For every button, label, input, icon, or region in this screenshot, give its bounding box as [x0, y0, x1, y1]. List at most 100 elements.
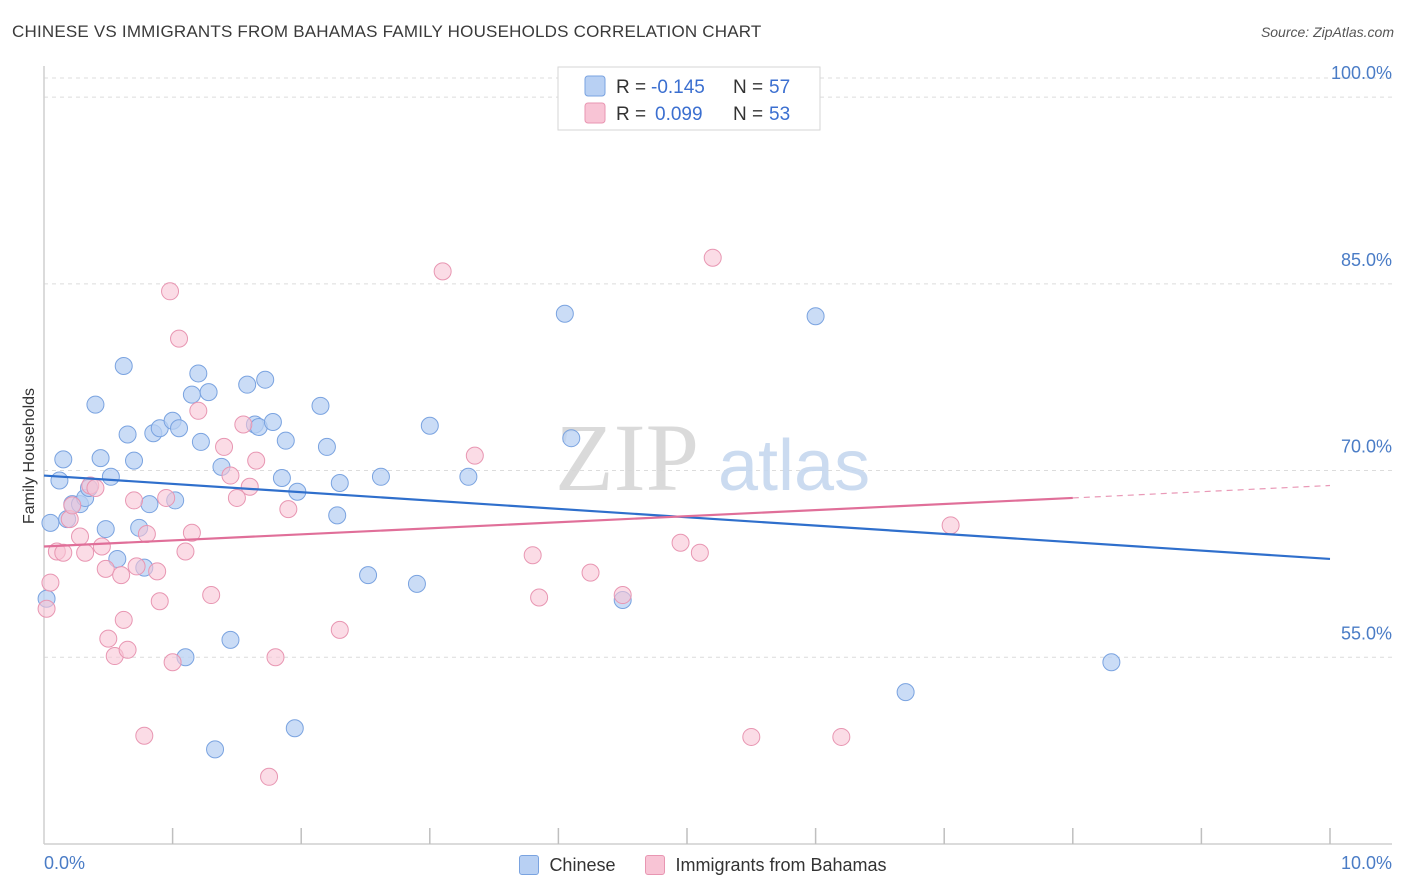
chinese-point: [41, 513, 60, 532]
bahamas-point: [112, 566, 131, 585]
bahamas-point: [135, 726, 154, 745]
chart-title: CHINESE VS IMMIGRANTS FROM BAHAMAS FAMIL…: [12, 22, 762, 41]
chinese-point: [118, 425, 137, 444]
bahamas-point: [613, 586, 632, 605]
bahamas-point: [465, 446, 484, 465]
bahamas-point: [260, 767, 279, 786]
y-tick-labels: 55.0% 70.0% 85.0% 100.0%: [1331, 63, 1392, 643]
chinese-point: [50, 471, 69, 490]
bahamas-point: [227, 488, 246, 507]
chinese-point: [54, 450, 73, 469]
legend-n-label-2: N =: [733, 104, 763, 125]
bahamas-trendline-extension: [1072, 484, 1331, 499]
bahamas-point: [941, 516, 960, 535]
legend-swatch-bahamas: [584, 102, 606, 124]
bahamas-point: [221, 466, 240, 485]
legend-n-label-1: N =: [733, 77, 763, 98]
watermark: ZIP atlas: [555, 404, 870, 511]
bahamas-point: [330, 620, 349, 639]
chart-source: Source: ZipAtlas.com: [1260, 24, 1394, 40]
bahamas-point: [266, 648, 285, 667]
bahamas-point: [581, 563, 600, 582]
chinese-point: [276, 431, 295, 450]
chinese-points: [37, 304, 1121, 759]
bahamas-point: [137, 525, 156, 544]
bahamas-label: Immigrants from Bahamas: [675, 854, 887, 875]
bahamas-point: [114, 610, 133, 629]
chinese-point: [125, 451, 144, 470]
chinese-point: [359, 566, 378, 585]
bahamas-point: [690, 543, 709, 562]
bahamas-point: [76, 543, 95, 562]
chinese-point: [555, 304, 574, 323]
bahamas-point: [279, 500, 298, 519]
chinese-point: [182, 385, 201, 404]
chinese-point: [311, 396, 330, 415]
chinese-point: [562, 429, 581, 448]
bahamas-point: [163, 653, 182, 672]
grid-layer: [44, 77, 1392, 658]
chinese-point: [140, 495, 159, 514]
chinese-point: [272, 469, 291, 488]
bahamas-point: [703, 248, 722, 267]
x-tick-label: 10.0%: [1341, 853, 1392, 873]
bahamas-point: [71, 527, 90, 546]
bahamas-point: [742, 727, 761, 746]
legend-item-bahamas[interactable]: Immigrants from Bahamas: [645, 854, 887, 876]
legend-r-label-2: R =: [616, 104, 646, 125]
chinese-point: [221, 630, 240, 649]
bahamas-point: [523, 546, 542, 565]
chinese-point: [199, 383, 218, 402]
chinese-point: [114, 356, 133, 375]
bahamas-point: [189, 401, 208, 420]
legend-r-value-2: 0.099: [655, 104, 703, 125]
x-tick-label: 0.0%: [44, 853, 85, 873]
chinese-point: [91, 449, 110, 468]
bahamas-point: [63, 496, 82, 515]
bahamas-point: [54, 543, 73, 562]
bahamas-point: [118, 640, 137, 659]
chinese-point: [96, 520, 115, 539]
chinese-point: [806, 307, 825, 326]
chinese-swatch: [519, 855, 540, 875]
chinese-point: [285, 719, 304, 738]
bahamas-swatch: [645, 855, 666, 875]
bottom-legend: Chinese Immigrants from Bahamas: [0, 851, 1406, 879]
chinese-point: [371, 467, 390, 486]
top-legend: R = -0.145 N = 57 R = 0.099 N = 53: [557, 66, 821, 131]
chinese-point: [1102, 653, 1121, 672]
y-tick-label: 70.0%: [1341, 437, 1392, 457]
bahamas-trendline: [43, 496, 1073, 548]
y-tick-label: 55.0%: [1341, 623, 1392, 643]
chinese-point: [328, 506, 347, 525]
chinese-point: [420, 416, 439, 435]
y-axis-label: Family Households: [21, 388, 38, 524]
legend-r-label-1: R =: [616, 77, 646, 98]
chinese-point: [256, 370, 275, 389]
chinese-point: [170, 419, 189, 438]
bahamas-point: [37, 599, 56, 618]
chinese-label: Chinese: [549, 854, 616, 875]
bahamas-point: [157, 488, 176, 507]
watermark-zip: ZIP: [555, 404, 699, 511]
bahamas-point: [150, 592, 169, 611]
bahamas-point: [832, 727, 851, 746]
bahamas-point: [530, 588, 549, 607]
bahamas-point: [92, 537, 111, 556]
chinese-point: [407, 574, 426, 593]
chinese-point: [896, 683, 915, 702]
chinese-point: [206, 740, 225, 759]
bahamas-point: [215, 437, 234, 456]
y-tick-label: 85.0%: [1341, 250, 1392, 270]
bahamas-point: [182, 523, 201, 542]
legend-r-value-1: -0.145: [651, 77, 705, 98]
axis-layer: [43, 66, 1392, 845]
bahamas-point: [202, 586, 221, 605]
chinese-point: [263, 413, 282, 432]
chinese-point: [191, 432, 210, 451]
chinese-point: [101, 467, 120, 486]
bahamas-point: [125, 491, 144, 510]
chinese-point: [459, 467, 478, 486]
legend-item-chinese[interactable]: Chinese: [519, 855, 615, 876]
